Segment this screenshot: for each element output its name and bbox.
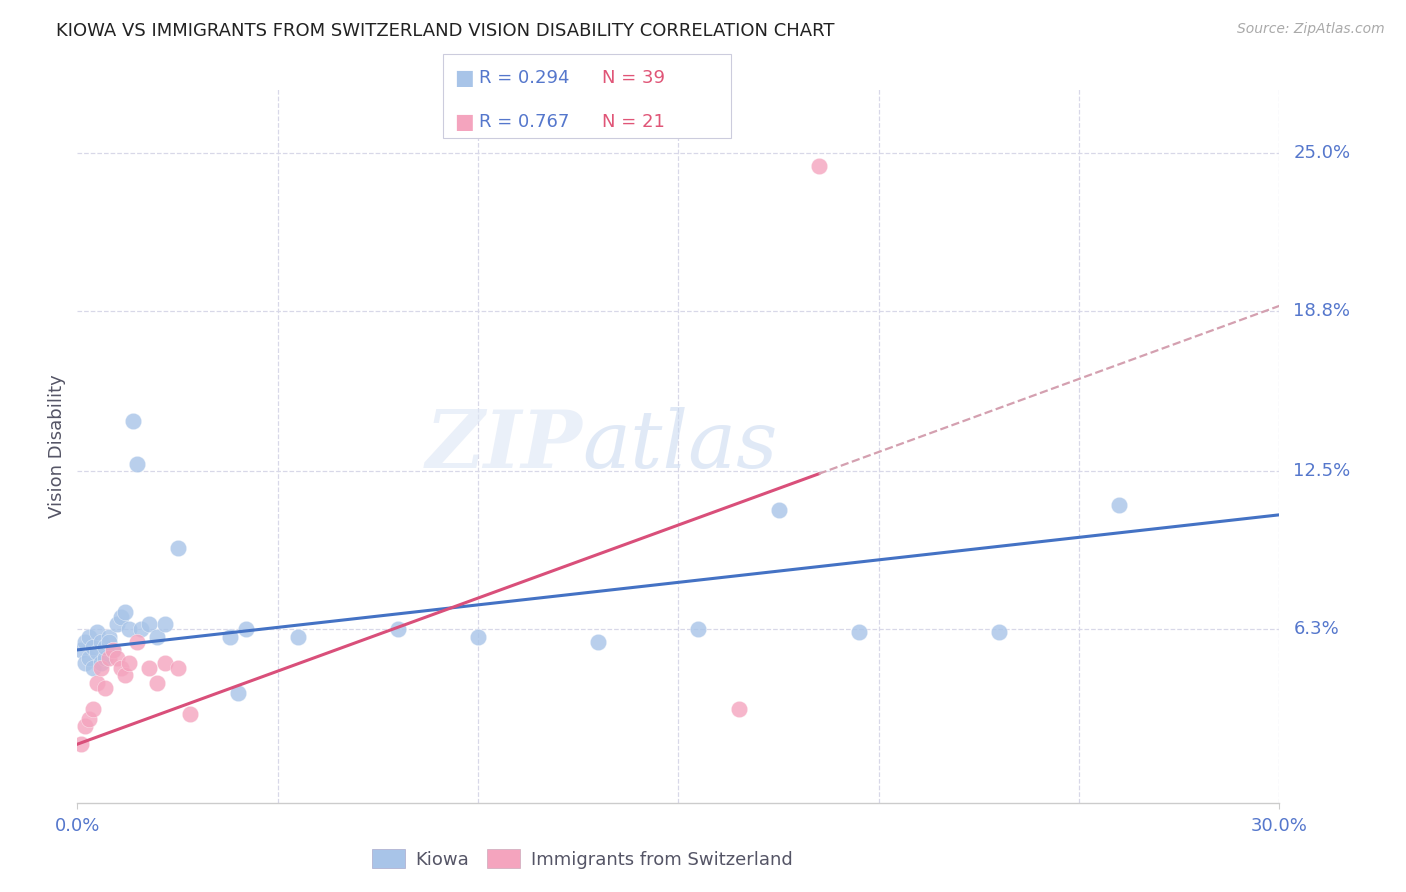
Text: R = 0.294: R = 0.294 [479, 70, 569, 87]
Point [118, 656, 141, 670]
Point [94, 681, 117, 695]
Point [235, 623, 257, 637]
Point [86, 676, 108, 690]
Point [82, 701, 104, 715]
Legend: Kiowa, Immigrants from Switzerland: Kiowa, Immigrants from Switzerland [366, 841, 800, 876]
Text: 25.0%: 25.0% [1294, 144, 1351, 162]
Point [848, 625, 870, 640]
Point [107, 650, 129, 665]
Point [988, 625, 1011, 640]
Point [98, 650, 121, 665]
Point [287, 630, 309, 644]
Point [110, 661, 132, 675]
Text: ■: ■ [454, 112, 474, 132]
Point [138, 617, 160, 632]
Point [98, 635, 121, 649]
Point [79, 650, 101, 665]
Point [107, 617, 129, 632]
Point [70, 643, 93, 657]
Point [90, 635, 112, 649]
Point [218, 630, 240, 644]
Text: 6.3%: 6.3% [1294, 621, 1339, 639]
Point [94, 650, 117, 665]
Text: ZIP: ZIP [426, 408, 582, 484]
Point [75, 635, 97, 649]
Point [807, 159, 830, 173]
Point [131, 623, 153, 637]
Point [79, 630, 101, 644]
Text: N = 39: N = 39 [602, 70, 665, 87]
Point [82, 640, 104, 655]
Point [146, 676, 169, 690]
Point [155, 617, 177, 632]
Point [103, 643, 125, 657]
Point [155, 656, 177, 670]
Text: R = 0.767: R = 0.767 [479, 113, 569, 131]
Point [588, 635, 610, 649]
Text: 18.8%: 18.8% [1294, 301, 1350, 320]
Point [146, 630, 169, 644]
Point [688, 623, 710, 637]
Point [94, 640, 117, 655]
Point [138, 661, 160, 675]
Point [387, 623, 409, 637]
Text: ■: ■ [454, 69, 474, 88]
Point [226, 686, 249, 700]
Point [90, 661, 112, 675]
Point [82, 661, 104, 675]
Point [127, 635, 149, 649]
Text: 12.5%: 12.5% [1294, 462, 1351, 481]
Point [79, 712, 101, 726]
Point [70, 737, 93, 751]
Point [114, 605, 136, 619]
Point [166, 661, 188, 675]
Point [86, 625, 108, 640]
Point [110, 609, 132, 624]
Text: atlas: atlas [582, 408, 778, 484]
Point [86, 645, 108, 659]
Y-axis label: Vision Disability: Vision Disability [48, 374, 66, 518]
Point [118, 623, 141, 637]
Point [127, 457, 149, 471]
Point [467, 630, 489, 644]
Point [75, 656, 97, 670]
Point [75, 719, 97, 733]
Point [103, 643, 125, 657]
Point [90, 656, 112, 670]
Point [114, 668, 136, 682]
Text: N = 21: N = 21 [602, 113, 665, 131]
Point [98, 630, 121, 644]
Point [768, 502, 790, 516]
Point [727, 701, 749, 715]
Text: KIOWA VS IMMIGRANTS FROM SWITZERLAND VISION DISABILITY CORRELATION CHART: KIOWA VS IMMIGRANTS FROM SWITZERLAND VIS… [56, 22, 835, 40]
Point [122, 413, 145, 427]
Point [179, 706, 201, 721]
Point [166, 541, 188, 555]
Text: Source: ZipAtlas.com: Source: ZipAtlas.com [1237, 22, 1385, 37]
Point [1108, 498, 1130, 512]
